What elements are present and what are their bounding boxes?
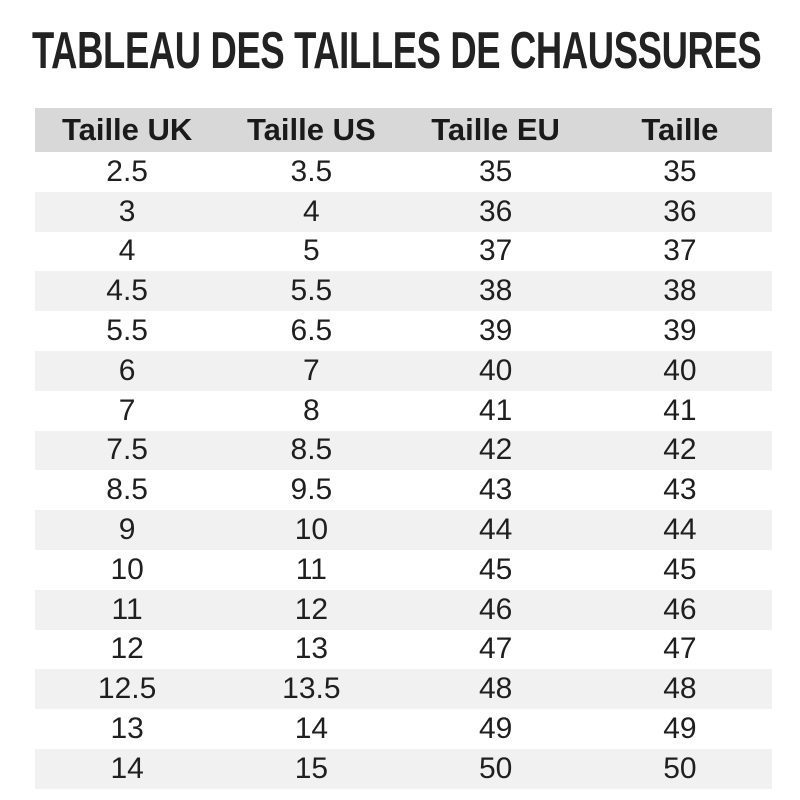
- page-title-text: TABLEAU DES TAILLES DE CHAUSSURES: [32, 22, 762, 80]
- size-cell: 46: [478, 592, 513, 626]
- size-cell: 49: [663, 712, 697, 746]
- size-cell: 10: [294, 513, 329, 547]
- size-cell: 40: [663, 353, 697, 387]
- size-cell: 3.5: [290, 154, 333, 188]
- size-cell: 50: [478, 751, 513, 785]
- table-row: 12 13 47 47: [35, 629, 772, 670]
- table-row: 7 8 41 41: [35, 390, 772, 431]
- table-row: 3 4 36 36: [35, 191, 772, 232]
- column-header-taille-uk: Taille UK: [35, 108, 220, 152]
- size-cell: 6: [118, 353, 136, 387]
- table-row: 4 5 37 37: [35, 231, 772, 272]
- size-cell: 13: [110, 712, 144, 746]
- size-cell: 37: [663, 234, 697, 268]
- size-cell: 45: [663, 552, 697, 586]
- size-cell: 36: [478, 194, 513, 228]
- size-cell: 42: [478, 433, 513, 467]
- size-cell: 38: [478, 274, 513, 308]
- size-cell: 8.5: [290, 433, 333, 467]
- size-cell: 38: [663, 274, 697, 308]
- size-cell: 4: [303, 194, 320, 228]
- size-cell: 39: [478, 314, 513, 348]
- size-cell: 13.5: [282, 672, 341, 706]
- size-cell: 12: [110, 632, 144, 666]
- size-cell: 44: [663, 513, 697, 547]
- table-body: 2.5 3.5 35 35 3 4 36 36 4 5 37 37 4.5 5.5 38 38 5.5 6.5 39…: [35, 152, 772, 789]
- size-cell: 2.5: [106, 154, 148, 188]
- table-row: 10 11 45 45: [35, 549, 772, 590]
- size-cell: 12.5: [97, 672, 157, 706]
- column-header-taille-us: Taille US: [219, 108, 404, 152]
- size-cell: 5.5: [290, 274, 333, 308]
- size-cell: 50: [663, 751, 697, 785]
- size-cell: 49: [478, 712, 513, 746]
- size-cell: 10: [110, 552, 144, 586]
- size-cell: 8: [303, 393, 320, 427]
- size-cell: 4.5: [106, 274, 148, 308]
- table-row: 4.5 5.5 38 38: [35, 271, 772, 312]
- size-cell: 11: [295, 552, 327, 586]
- table-row: 2.5 3.5 35 35: [35, 152, 772, 192]
- size-cell: 41: [478, 393, 513, 427]
- table-row: 12.5 13.5 48 48: [35, 669, 772, 710]
- size-cell: 46: [663, 592, 697, 626]
- size-cell: 8.5: [106, 473, 148, 507]
- size-cell: 14: [110, 751, 144, 785]
- size-cell: 12: [294, 592, 329, 626]
- table-row: 9 10 44 44: [35, 510, 772, 550]
- size-cell: 9: [118, 513, 136, 547]
- size-cell: 47: [663, 632, 697, 666]
- size-cell: 45: [478, 552, 513, 586]
- size-cell: 7: [118, 393, 136, 427]
- size-cell: 40: [478, 353, 513, 387]
- size-cell: 42: [663, 433, 697, 467]
- size-cell: 15: [294, 751, 329, 785]
- size-cell: 44: [478, 513, 513, 547]
- size-cell: 35: [663, 154, 697, 188]
- table-row: 5.5 6.5 39 39: [35, 311, 772, 351]
- size-cell: 37: [478, 234, 513, 268]
- size-cell: 13: [294, 632, 329, 666]
- column-header-taille-eu: Taille EU: [403, 108, 588, 152]
- size-cell: 7.5: [106, 433, 148, 467]
- size-cell: 35: [478, 154, 513, 188]
- table-header-row: Taille UK Taille US Taille EU Taille: [35, 108, 772, 152]
- size-cell: 11: [111, 592, 143, 626]
- size-cell: 47: [478, 632, 513, 666]
- size-cell: 43: [478, 473, 513, 507]
- table-header: Taille UK Taille US Taille EU Taille: [35, 108, 772, 152]
- size-cell: 14: [294, 712, 329, 746]
- size-cell: 6.5: [290, 314, 333, 348]
- size-cell: 43: [663, 473, 697, 507]
- size-cell: 41: [663, 393, 697, 427]
- table-row: 13 14 49 49: [35, 709, 772, 749]
- size-cell: 48: [663, 672, 697, 706]
- size-cell: 7: [303, 353, 320, 387]
- column-header-taille: Taille: [587, 108, 772, 152]
- size-cell: 9.5: [290, 473, 333, 507]
- shoe-size-table: Taille UK Taille US Taille EU Taille 2.5…: [35, 108, 772, 789]
- size-cell: 5: [303, 234, 320, 268]
- size-cell: 48: [478, 672, 513, 706]
- table-row: 11 12 46 46: [35, 589, 772, 630]
- size-cell: 5.5: [106, 314, 148, 348]
- table-row: 14 15 50 50: [35, 748, 772, 789]
- table-row: 7.5 8.5 42 42: [35, 430, 772, 471]
- table-row: 6 7 40 40: [35, 350, 772, 391]
- page-title: TABLEAU DES TAILLES DE CHAUSSURES: [32, 24, 800, 79]
- size-cell: 36: [663, 194, 697, 228]
- table-row: 8.5 9.5 43 43: [35, 470, 772, 511]
- size-cell: 4: [118, 234, 136, 268]
- size-cell: 3: [118, 194, 136, 228]
- size-cell: 39: [663, 314, 697, 348]
